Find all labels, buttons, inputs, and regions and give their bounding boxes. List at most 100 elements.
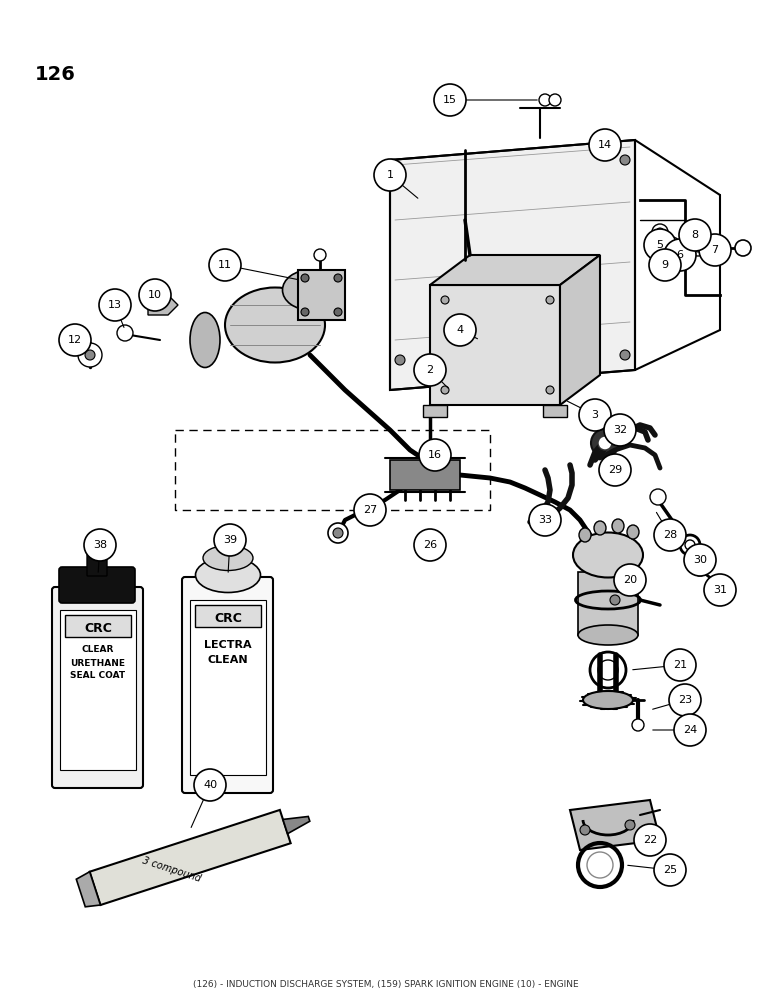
- Text: CRC: CRC: [84, 621, 112, 635]
- Circle shape: [650, 489, 666, 505]
- Circle shape: [681, 248, 689, 256]
- Circle shape: [395, 355, 405, 365]
- Text: 21: 21: [673, 660, 687, 670]
- Circle shape: [704, 574, 736, 606]
- Text: 1: 1: [387, 170, 394, 180]
- Text: 4: 4: [456, 325, 463, 335]
- Ellipse shape: [203, 546, 253, 570]
- Text: 10: 10: [148, 290, 162, 300]
- Circle shape: [419, 439, 451, 471]
- Circle shape: [194, 769, 226, 801]
- Text: 23: 23: [678, 695, 692, 705]
- Circle shape: [99, 289, 131, 321]
- Circle shape: [735, 240, 751, 256]
- Text: 29: 29: [608, 465, 622, 475]
- Circle shape: [580, 825, 590, 835]
- Circle shape: [634, 824, 666, 856]
- Polygon shape: [283, 816, 310, 834]
- FancyBboxPatch shape: [195, 605, 261, 627]
- Polygon shape: [90, 810, 291, 905]
- Text: 27: 27: [363, 505, 378, 515]
- Polygon shape: [148, 295, 178, 315]
- Text: CLEAN: CLEAN: [208, 655, 249, 665]
- Circle shape: [334, 308, 342, 316]
- Circle shape: [697, 565, 703, 571]
- Circle shape: [610, 595, 620, 605]
- Ellipse shape: [594, 521, 606, 535]
- Circle shape: [677, 244, 693, 260]
- Text: 20: 20: [623, 575, 637, 585]
- Circle shape: [652, 224, 668, 240]
- Text: 3 compound: 3 compound: [141, 855, 202, 884]
- Polygon shape: [570, 800, 660, 850]
- Circle shape: [354, 494, 386, 526]
- Circle shape: [441, 386, 449, 394]
- Circle shape: [301, 308, 309, 316]
- Ellipse shape: [583, 691, 633, 709]
- FancyBboxPatch shape: [190, 600, 266, 775]
- Circle shape: [444, 314, 476, 346]
- FancyBboxPatch shape: [65, 615, 131, 637]
- Ellipse shape: [578, 625, 638, 645]
- Polygon shape: [76, 872, 100, 907]
- Text: 31: 31: [713, 585, 727, 595]
- Text: 14: 14: [598, 140, 612, 150]
- Circle shape: [668, 241, 676, 249]
- FancyBboxPatch shape: [182, 577, 273, 793]
- Circle shape: [614, 564, 646, 596]
- Text: (126) - INDUCTION DISCHARGE SYSTEM, (159) SPARK IGNITION ENGINE (10) - ENGINE: (126) - INDUCTION DISCHARGE SYSTEM, (159…: [193, 980, 579, 990]
- Text: 8: 8: [692, 230, 699, 240]
- Text: 13: 13: [108, 300, 122, 310]
- Circle shape: [84, 529, 116, 561]
- Circle shape: [690, 240, 706, 256]
- Ellipse shape: [283, 270, 337, 310]
- Circle shape: [591, 429, 619, 457]
- Text: URETHANE: URETHANE: [70, 658, 126, 668]
- Text: 24: 24: [683, 725, 697, 735]
- Circle shape: [434, 84, 466, 116]
- Circle shape: [579, 399, 611, 431]
- Text: 3: 3: [591, 410, 598, 420]
- Circle shape: [620, 155, 630, 165]
- Circle shape: [699, 234, 731, 266]
- Polygon shape: [430, 285, 560, 405]
- Circle shape: [654, 854, 686, 886]
- Text: 11: 11: [218, 260, 232, 270]
- Circle shape: [684, 544, 716, 576]
- Text: 26: 26: [423, 540, 437, 550]
- FancyBboxPatch shape: [423, 405, 447, 417]
- Text: SEAL COAT: SEAL COAT: [70, 672, 126, 680]
- Text: 32: 32: [613, 425, 627, 435]
- Polygon shape: [390, 460, 460, 490]
- Ellipse shape: [573, 532, 643, 578]
- FancyBboxPatch shape: [60, 610, 136, 770]
- Text: 22: 22: [643, 835, 657, 845]
- Text: 126: 126: [35, 66, 76, 85]
- FancyBboxPatch shape: [543, 405, 567, 417]
- Polygon shape: [390, 140, 635, 390]
- Circle shape: [679, 219, 711, 251]
- Circle shape: [649, 249, 681, 281]
- Circle shape: [301, 274, 309, 282]
- Circle shape: [694, 244, 702, 252]
- Text: 39: 39: [223, 535, 237, 545]
- Circle shape: [598, 436, 612, 450]
- Text: 9: 9: [662, 260, 669, 270]
- Circle shape: [664, 237, 680, 253]
- Circle shape: [414, 354, 446, 386]
- Circle shape: [328, 523, 348, 543]
- Circle shape: [539, 94, 551, 106]
- Circle shape: [374, 159, 406, 191]
- Text: CLEAR: CLEAR: [82, 646, 114, 654]
- FancyBboxPatch shape: [59, 567, 135, 603]
- Text: 7: 7: [712, 245, 719, 255]
- Circle shape: [625, 820, 635, 830]
- Circle shape: [589, 129, 621, 161]
- Text: CRC: CRC: [214, 611, 242, 624]
- Circle shape: [59, 324, 91, 356]
- Circle shape: [209, 249, 241, 281]
- Text: 30: 30: [693, 555, 707, 565]
- Circle shape: [669, 684, 701, 716]
- Circle shape: [441, 296, 449, 304]
- FancyBboxPatch shape: [52, 587, 143, 788]
